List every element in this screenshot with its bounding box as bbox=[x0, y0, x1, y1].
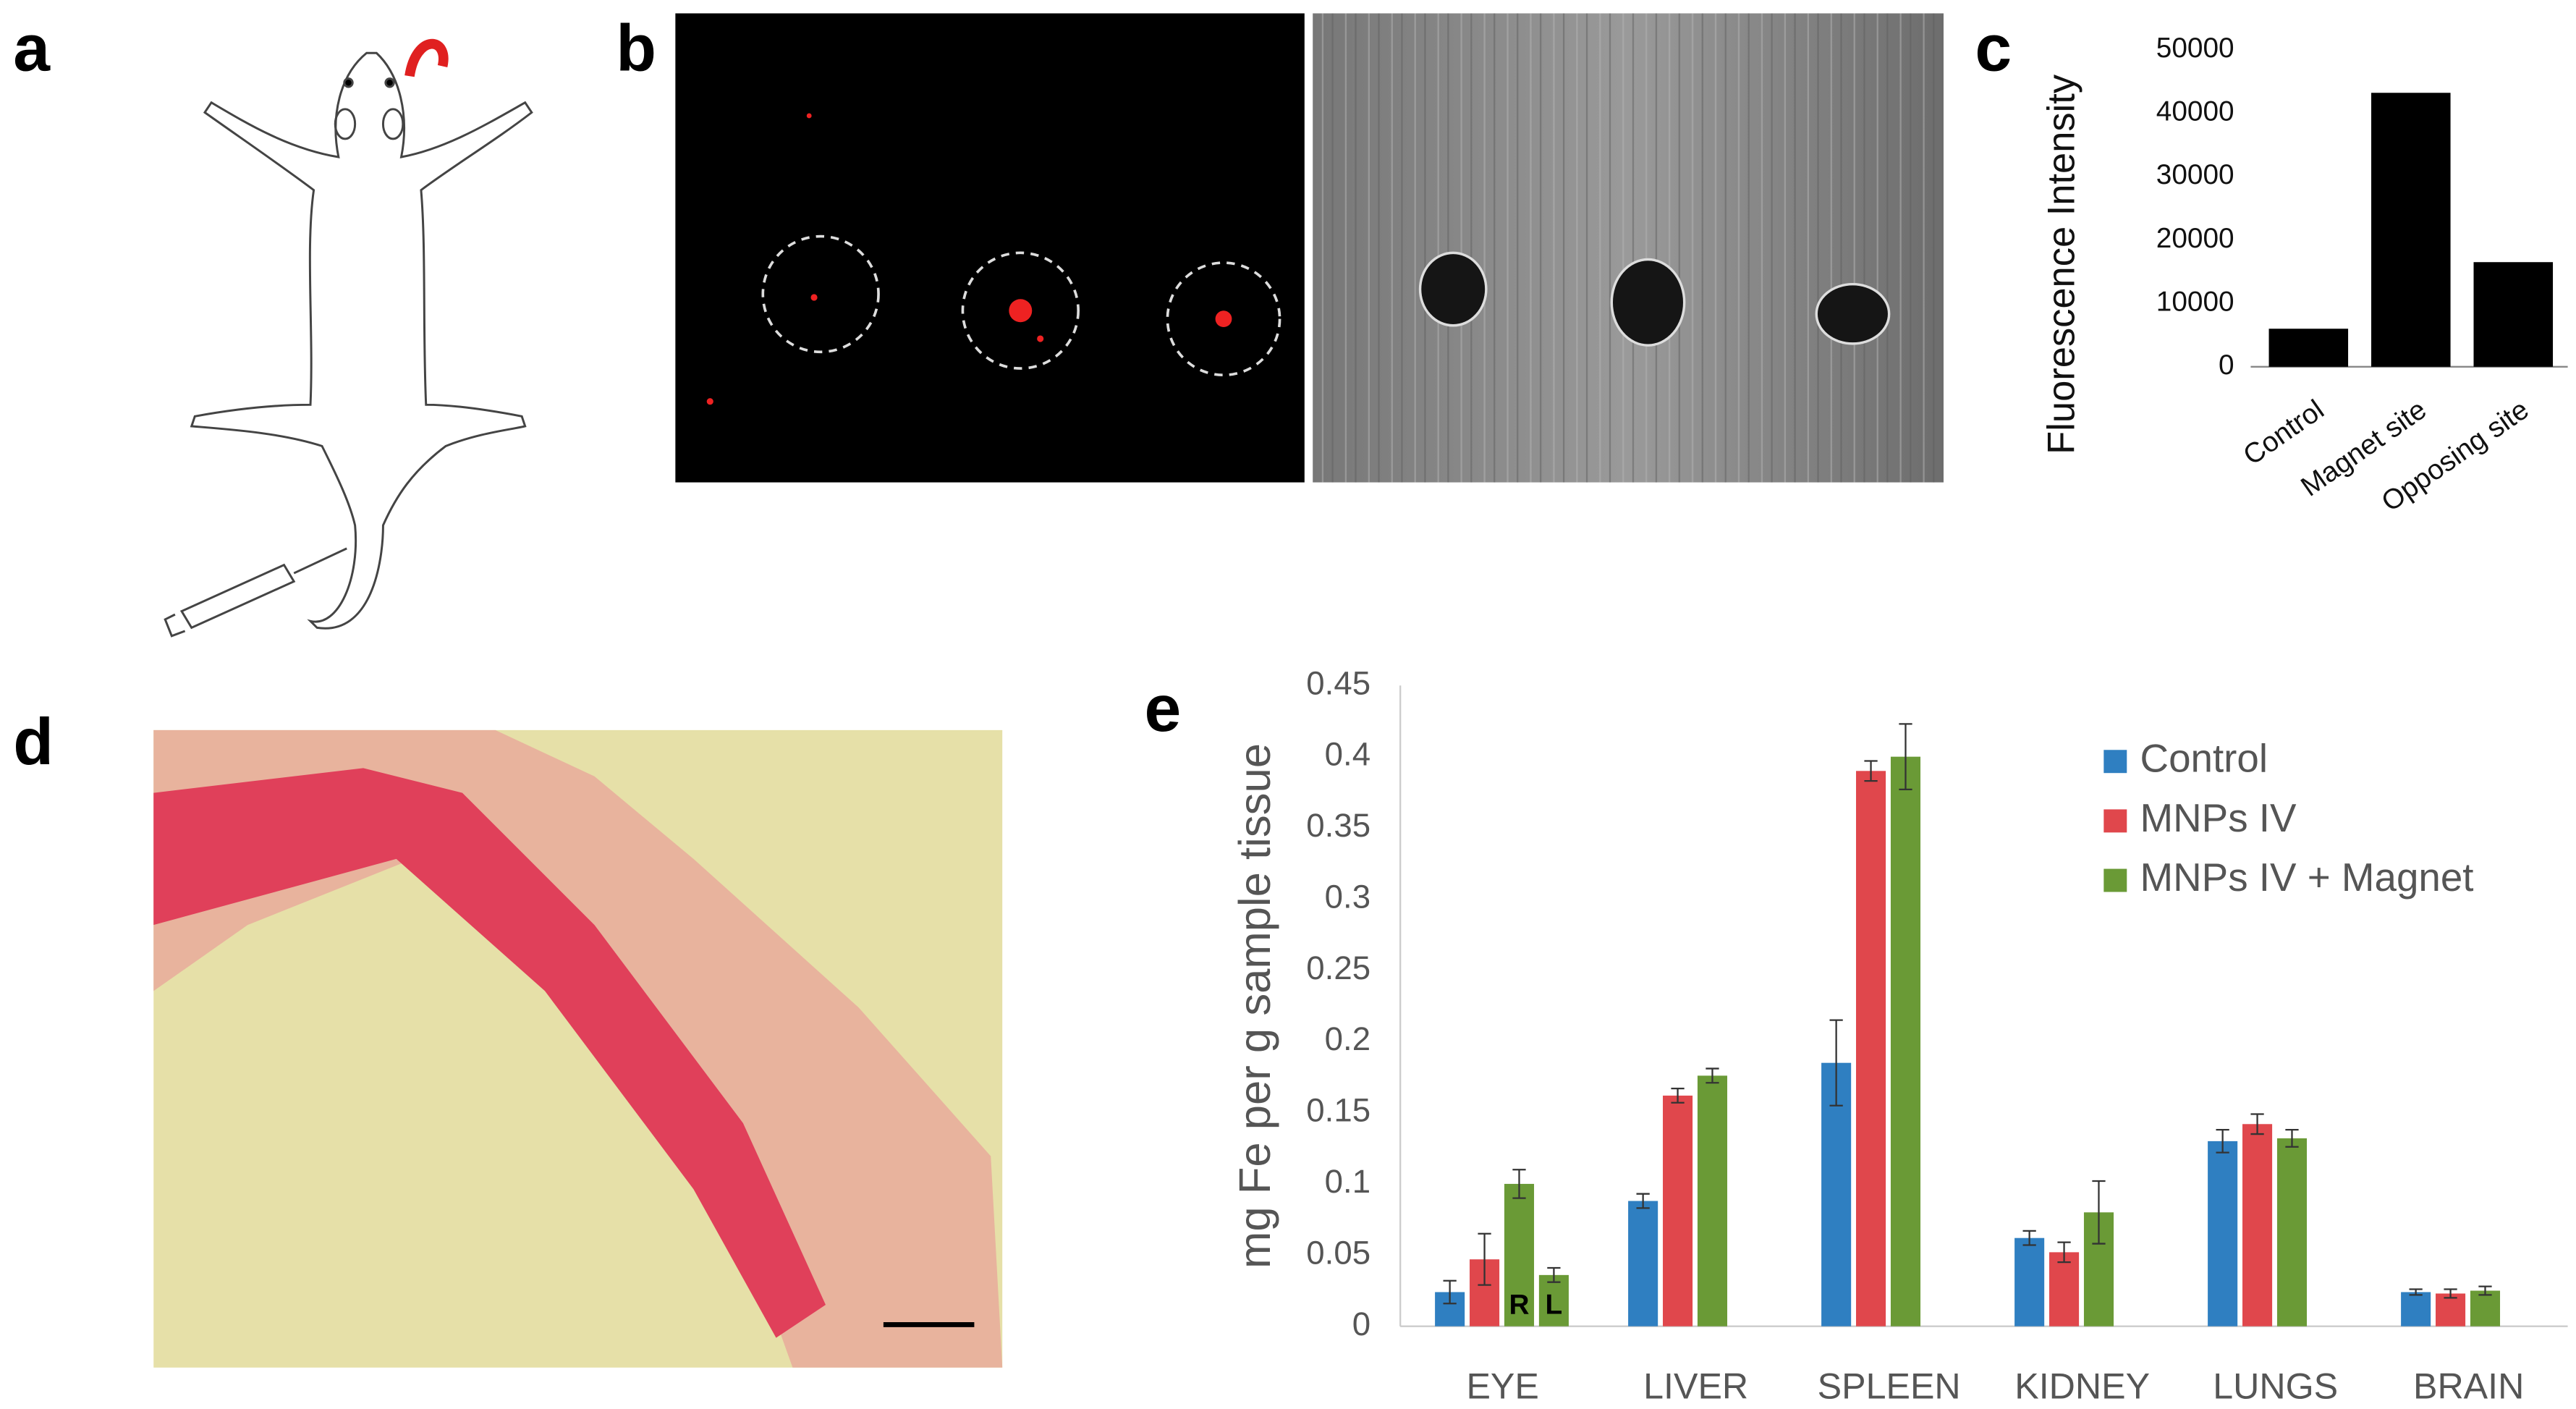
bar bbox=[2473, 262, 2554, 367]
legend-label: Control bbox=[2140, 736, 2268, 781]
panel-label: a bbox=[13, 11, 51, 85]
panel-label: b bbox=[616, 11, 656, 85]
bar bbox=[2242, 1124, 2273, 1327]
y-tick-label: 0.25 bbox=[1306, 949, 1370, 986]
y-tick-label: 10000 bbox=[2156, 286, 2234, 317]
bar bbox=[1628, 1201, 1658, 1327]
error-bar bbox=[1864, 760, 1878, 782]
y-tick-label: 0.15 bbox=[1306, 1092, 1370, 1129]
tissue-layer bbox=[153, 729, 1003, 1368]
y-tick-label: 40000 bbox=[2156, 96, 2234, 127]
bar bbox=[1538, 1274, 1569, 1327]
x-tick-label: SPLEEN bbox=[1818, 1366, 1961, 1407]
y-tick-label: 0 bbox=[1352, 1306, 1370, 1342]
panel-label: e bbox=[1144, 672, 1181, 745]
bar bbox=[1856, 771, 1886, 1327]
bar bbox=[1504, 1183, 1535, 1327]
bar-annotation: R bbox=[1509, 1290, 1529, 1321]
y-axis-label: mg Fe per g sample tissue bbox=[1230, 743, 1280, 1269]
bar bbox=[2049, 1252, 2080, 1327]
fluorescence-image bbox=[675, 13, 1305, 483]
panel-label: c bbox=[1975, 11, 2012, 85]
bar-annotation: L bbox=[1546, 1290, 1563, 1321]
error-bar bbox=[2478, 1285, 2492, 1296]
bar bbox=[1663, 1095, 1693, 1327]
mouse-illustration bbox=[164, 38, 533, 638]
legend-label: MNPs IV bbox=[2140, 795, 2297, 840]
legend-swatch bbox=[2103, 750, 2127, 774]
error-bar bbox=[2409, 1288, 2423, 1296]
x-tick-label: LUNGS bbox=[2213, 1366, 2338, 1407]
y-tick-label: 20000 bbox=[2156, 223, 2234, 254]
error-bar bbox=[1478, 1232, 1491, 1286]
bar bbox=[1697, 1075, 1728, 1327]
x-tick-label: Control bbox=[2238, 394, 2330, 471]
dashed-circles bbox=[761, 234, 1281, 377]
y-axis-label: Fluorescence Intensity bbox=[2040, 74, 2083, 454]
y-tick-label: 0 bbox=[2219, 350, 2234, 381]
bar bbox=[2371, 93, 2451, 367]
y-tick-label: 0.4 bbox=[1325, 736, 1370, 773]
bar bbox=[2276, 1138, 2308, 1327]
bar bbox=[2208, 1141, 2238, 1327]
x-tick-label: KIDNEY bbox=[2014, 1366, 2150, 1407]
x-tick-label: EYE bbox=[1466, 1366, 1538, 1407]
error-bar bbox=[2092, 1180, 2106, 1245]
error-bar bbox=[1512, 1169, 1526, 1199]
y-tick-label: 50000 bbox=[2156, 33, 2234, 64]
error-bar bbox=[1671, 1087, 1685, 1104]
error-bar bbox=[1636, 1193, 1650, 1209]
bar bbox=[1821, 1062, 1852, 1327]
legend-swatch bbox=[2103, 868, 2127, 892]
bar bbox=[2401, 1292, 2431, 1327]
error-bar bbox=[1706, 1067, 1719, 1084]
y-tick-label: 0.3 bbox=[1325, 878, 1370, 915]
legend-label: MNPs IV + Magnet bbox=[2140, 855, 2474, 900]
charts: 01000020000300004000050000ControlMagnet … bbox=[1306, 33, 2568, 1407]
error-bar bbox=[2216, 1129, 2229, 1154]
error-bar bbox=[2057, 1241, 2071, 1264]
bar bbox=[2470, 1290, 2501, 1327]
tissue-band bbox=[153, 768, 826, 1338]
error-bar bbox=[1547, 1266, 1561, 1283]
tissue-samples bbox=[1418, 251, 1891, 347]
y-tick-label: 0.35 bbox=[1306, 807, 1370, 844]
error-bar bbox=[2250, 1113, 2264, 1135]
bar bbox=[2436, 1293, 2466, 1327]
error-bar bbox=[1829, 1019, 1843, 1107]
error-bar bbox=[2285, 1129, 2299, 1148]
bar bbox=[1890, 756, 1921, 1327]
fluorescence-spots bbox=[706, 113, 1232, 405]
y-tick-label: 0.45 bbox=[1306, 664, 1370, 701]
x-tick-label: LIVER bbox=[1643, 1366, 1748, 1407]
x-tick-label: BRAIN bbox=[2413, 1366, 2524, 1407]
legend-swatch bbox=[2103, 809, 2127, 833]
panel-label: d bbox=[13, 705, 54, 779]
y-tick-label: 0.1 bbox=[1325, 1163, 1370, 1200]
y-tick-label: 0.2 bbox=[1325, 1020, 1370, 1057]
y-tick-label: 30000 bbox=[2156, 159, 2234, 190]
brightfield-texture bbox=[1313, 13, 1944, 483]
bar bbox=[2014, 1237, 2045, 1327]
bar bbox=[2268, 329, 2349, 367]
error-bar bbox=[1899, 723, 1912, 791]
y-tick-label: 0.05 bbox=[1306, 1234, 1370, 1271]
error-bar bbox=[2022, 1230, 2036, 1246]
error-bar bbox=[2444, 1288, 2457, 1299]
error-bar bbox=[1443, 1279, 1457, 1305]
